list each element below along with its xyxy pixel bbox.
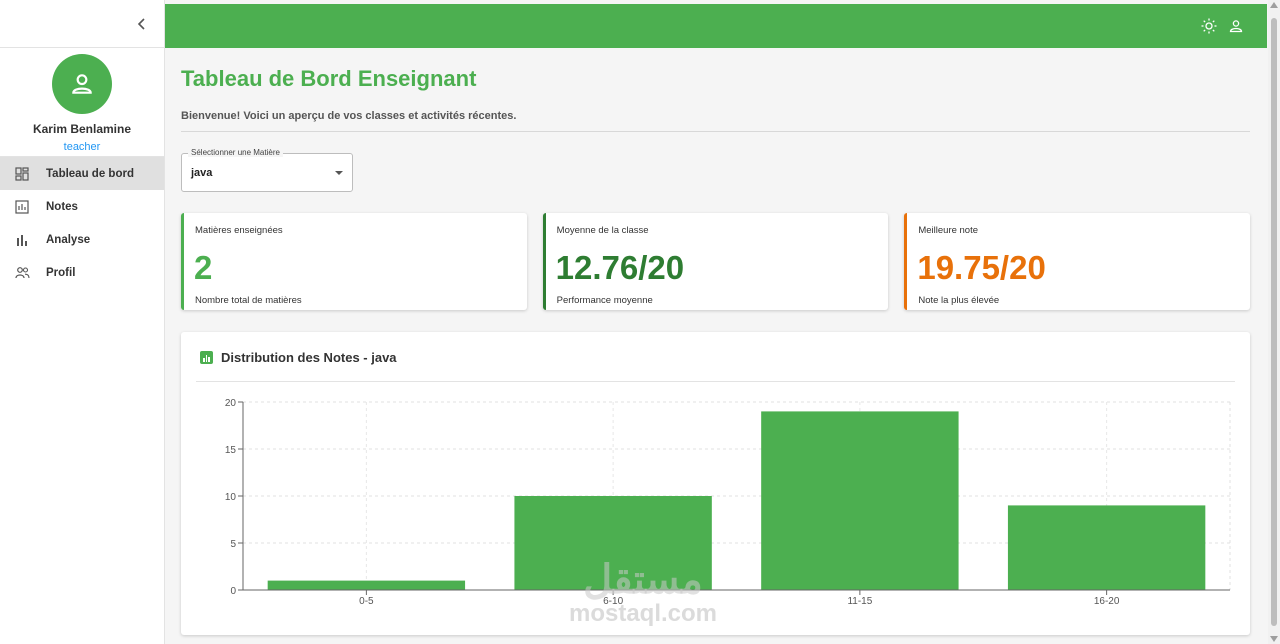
sidebar-item-label: Notes — [46, 200, 78, 213]
stat-card-label: Matières enseignées — [195, 225, 283, 236]
subject-select[interactable]: Sélectionner une Matière java — [181, 148, 353, 192]
chart-bar — [267, 580, 466, 590]
avatar[interactable] — [52, 54, 112, 114]
dashboard-icon — [14, 166, 30, 182]
top-app-bar — [165, 4, 1267, 48]
chart-bar — [1007, 505, 1206, 590]
subject-select-label: Sélectionner une Matière — [188, 148, 283, 157]
x-tick-label: 0-5 — [359, 596, 374, 607]
sidebar-item-profil[interactable]: Profil — [0, 256, 164, 289]
scrollbar[interactable] — [1268, 0, 1280, 644]
sidebar: Karim Benlamine teacher Tableau de bord … — [0, 0, 165, 644]
user-role: teacher — [63, 141, 101, 153]
people-icon — [14, 265, 30, 281]
main-content: Tableau de Bord Enseignant Bienvenue! Vo… — [181, 48, 1251, 635]
page-subtitle: Bienvenue! Voici un aperçu de vos classe… — [181, 110, 517, 122]
y-tick-label: 10 — [225, 492, 237, 503]
chart-header: Distribution des Notes - java — [200, 350, 397, 365]
stat-card-caption: Note la plus élevée — [918, 295, 1000, 306]
sidebar-item-dashboard[interactable]: Tableau de bord — [0, 157, 164, 190]
y-tick-label: 20 — [225, 398, 237, 409]
collapse-sidebar-button[interactable] — [132, 14, 152, 34]
stat-card-value: 12.76/20 — [555, 249, 685, 286]
page-title: Tableau de Bord Enseignant — [181, 66, 477, 91]
sidebar-item-label: Tableau de bord — [46, 167, 134, 180]
scroll-down-arrow[interactable] — [1270, 636, 1278, 642]
x-tick-label: 6-10 — [603, 596, 623, 607]
user-profile: Karim Benlamine teacher — [0, 48, 164, 156]
stat-card-caption: Performance moyenne — [556, 295, 653, 306]
stat-cards: Matières enseignées 2 Nombre total de ma… — [181, 213, 1251, 310]
stat-card-best: Meilleure note 19.75/20 Note la plus éle… — [904, 213, 1251, 310]
y-tick-label: 0 — [230, 586, 236, 597]
sidebar-item-label: Analyse — [46, 233, 91, 246]
grade-distribution-chart: 0 5 10 15 20 0-5 6-10 11-15 16-20 — [225, 398, 1231, 607]
grades-icon — [14, 199, 30, 215]
y-tick-label: 15 — [225, 445, 237, 456]
stat-card-label: Moyenne de la classe — [556, 225, 649, 236]
stat-card-average: Moyenne de la classe 12.76/20 Performanc… — [542, 213, 889, 310]
subject-select-value: java — [191, 167, 213, 179]
chevron-left-icon — [137, 18, 145, 30]
user-name: Karim Benlamine — [32, 122, 132, 136]
sidebar-item-analyse[interactable]: Analyse — [0, 223, 164, 256]
x-tick-label: 16-20 — [1094, 596, 1120, 607]
scroll-thumb[interactable] — [1271, 18, 1277, 626]
stat-card-value: 19.75/20 — [917, 249, 1046, 286]
x-tick-label: 11-15 — [847, 596, 872, 607]
account-button[interactable] — [1226, 16, 1246, 36]
dropdown-arrow-icon — [335, 171, 343, 175]
chart-bar — [514, 496, 712, 590]
grade-distribution-card: Distribution des Notes - java 0 5 10 15 20 0-… — [181, 332, 1250, 635]
person-icon — [72, 74, 92, 94]
sidebar-header — [0, 0, 164, 48]
stat-card-label: Meilleure note — [918, 225, 979, 236]
sun-icon — [1201, 18, 1217, 34]
y-tick-label: 5 — [230, 539, 236, 550]
scroll-up-arrow[interactable] — [1270, 2, 1278, 8]
sidebar-item-label: Profil — [46, 266, 76, 279]
sidebar-nav: Tableau de bord Notes Analyse Profil — [0, 157, 164, 289]
stat-card-caption: Nombre total de matières — [195, 295, 302, 306]
stat-card-subjects: Matières enseignées 2 Nombre total de ma… — [181, 213, 527, 310]
person-icon — [1229, 20, 1243, 33]
chart-icon — [200, 351, 213, 364]
stat-card-value: 2 — [194, 249, 213, 286]
sidebar-item-notes[interactable]: Notes — [0, 190, 164, 223]
theme-toggle-button[interactable] — [1199, 16, 1219, 36]
chart-title: Distribution des Notes - java — [221, 350, 397, 365]
chart-bar — [761, 411, 959, 590]
bar-chart-icon — [14, 232, 30, 248]
